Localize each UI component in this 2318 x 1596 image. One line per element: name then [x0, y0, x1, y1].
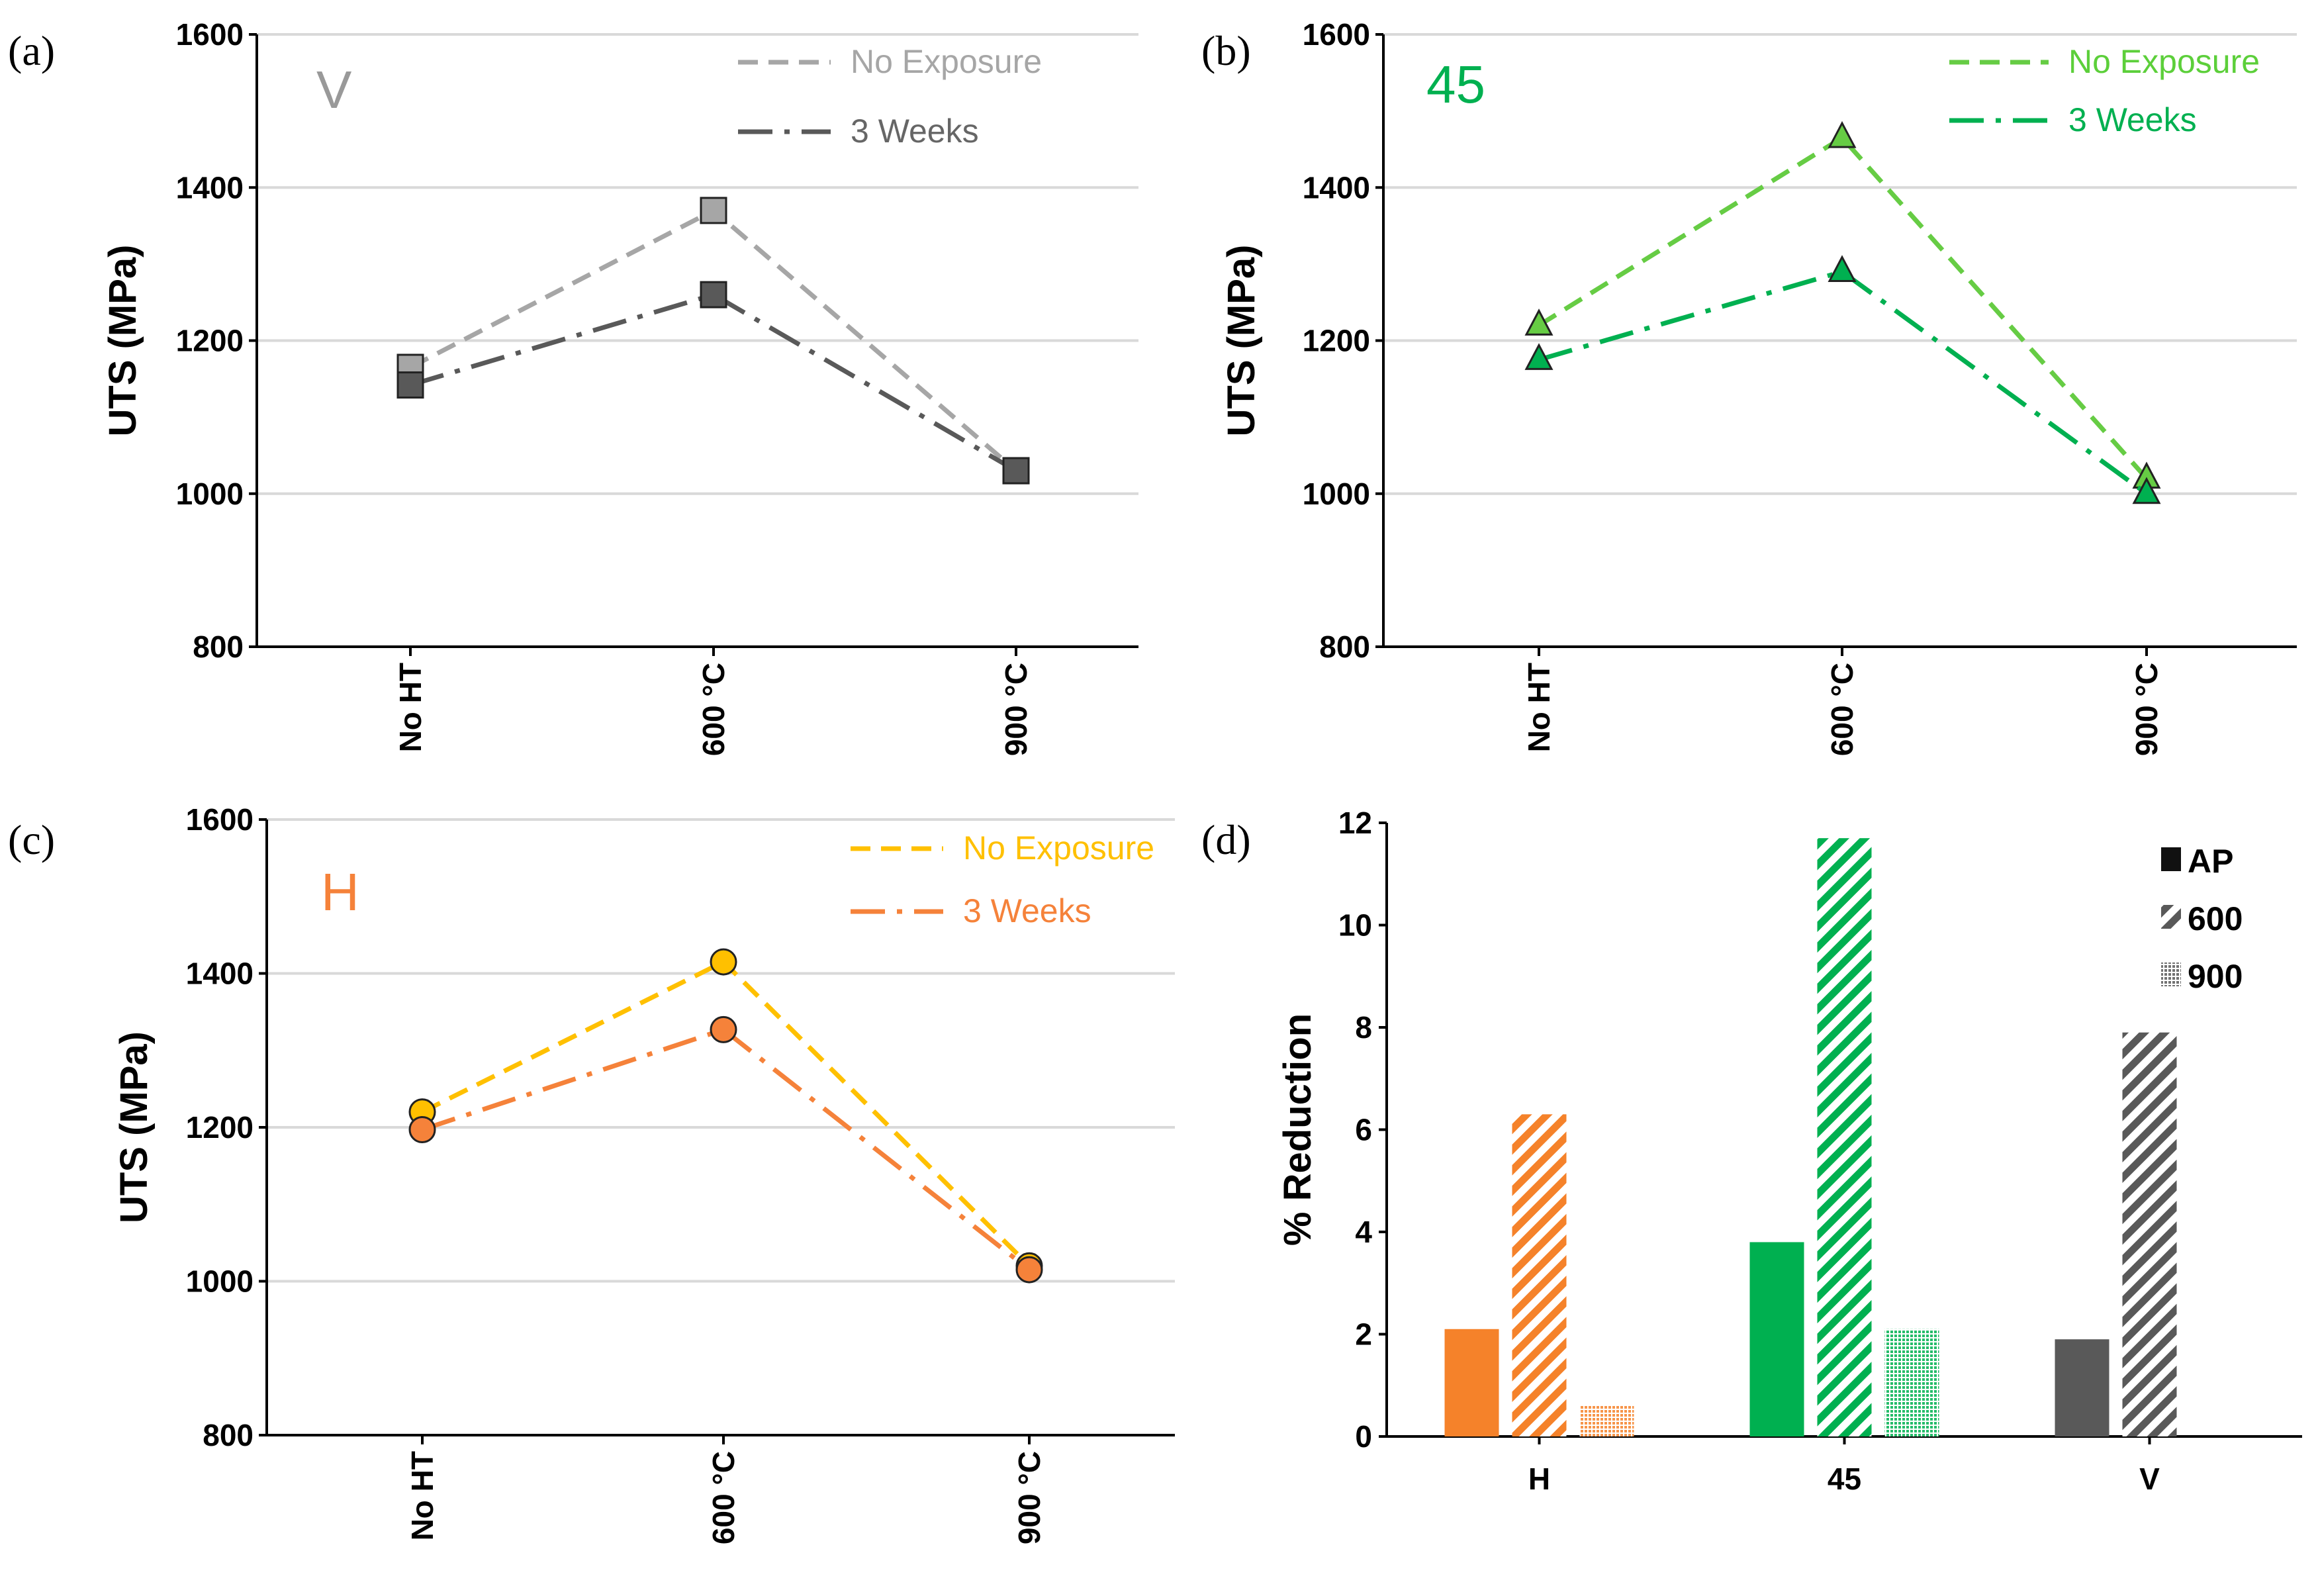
legend: AP 600 900 — [2161, 843, 2243, 995]
x-tick-label: 900 °C — [2129, 663, 2164, 756]
y-tick-label: 1400 — [176, 170, 244, 205]
chart-panel-c: 800 1000 1200 1400 1600 No HT 600 °C 900 °C UTS … — [8, 802, 1175, 1544]
y-tick-label: 10 — [1338, 908, 1372, 943]
legend-label: 600 — [2188, 900, 2243, 937]
series-line — [1538, 269, 2149, 496]
data-point — [1828, 255, 1857, 282]
y-tick-label: 8 — [1355, 1010, 1372, 1045]
legend-label: 3 Weeks — [851, 113, 979, 150]
y-axis-title: % Reduction — [1276, 1013, 1319, 1246]
y-tick-label: 1000 — [176, 477, 244, 511]
chart-panel-a: 800 1000 1200 1400 1600 No HT 600 °C 900 °C UTS … — [8, 17, 1138, 756]
legend-label: 3 Weeks — [963, 892, 1091, 929]
y-tick-label: 2 — [1355, 1317, 1372, 1352]
data-point — [408, 1115, 436, 1143]
data-point — [710, 1015, 737, 1043]
x-tick-label: 600 °C — [1825, 663, 1859, 756]
series-tag: H — [321, 863, 359, 921]
x-tick-label: 600 °C — [696, 663, 731, 756]
x-tick-label: No HT — [1522, 663, 1556, 752]
data-point — [1524, 343, 1553, 370]
y-tick-label: 4 — [1355, 1215, 1372, 1249]
x-tick-label: No HT — [405, 1451, 440, 1540]
y-axis-title: UTS (MPa) — [101, 245, 144, 437]
panel-label: (a) — [8, 27, 55, 74]
data-point — [710, 948, 737, 976]
bar-600 — [1512, 1114, 1567, 1436]
bar-600 — [1817, 838, 1872, 1436]
panel-label: (b) — [1201, 27, 1251, 74]
y-tick-label: 1600 — [176, 17, 244, 52]
series-1 — [396, 281, 1030, 485]
bar-900 — [1884, 1329, 1939, 1436]
y-tick-label: 1200 — [1303, 324, 1370, 358]
y-tick-label: 1200 — [176, 324, 244, 358]
bar-AP — [1444, 1329, 1499, 1436]
gridlines — [257, 33, 1138, 495]
y-tick-label: 1000 — [186, 1264, 254, 1299]
legend-label: AP — [2188, 843, 2233, 880]
y-axis-title: UTS (MPa) — [1220, 245, 1263, 437]
data-point — [700, 197, 727, 224]
data-point — [1015, 1256, 1043, 1284]
y-tick-label: 800 — [1319, 630, 1370, 664]
y-tick-label: 1000 — [1303, 477, 1370, 511]
y-tick-label: 6 — [1355, 1113, 1372, 1147]
legend-label: 900 — [2188, 958, 2243, 995]
y-tick-label: 12 — [1338, 806, 1372, 840]
y-tick-label: 1600 — [186, 802, 254, 837]
legend-label: No Exposure — [851, 43, 1042, 80]
data-point — [1524, 308, 1553, 336]
y-tick-label: 1200 — [186, 1110, 254, 1145]
bar-AP — [2055, 1339, 2109, 1436]
series-0 — [408, 948, 1043, 1280]
legend-swatch — [2161, 847, 2181, 871]
series-line — [421, 959, 1031, 1268]
series-1 — [1524, 255, 2161, 504]
y-tick-label: 800 — [203, 1418, 254, 1452]
legend: No Exposure 3 Weeks — [1949, 43, 2260, 138]
series-0 — [1524, 120, 2161, 489]
y-tick-label: 0 — [1355, 1419, 1372, 1454]
bar-AP — [1749, 1242, 1804, 1436]
series-tag: V — [316, 60, 352, 119]
data-point — [2132, 477, 2161, 504]
panel-label: (d) — [1201, 816, 1251, 863]
legend-label: No Exposure — [963, 829, 1154, 867]
x-tick-label: 45 — [1828, 1462, 1861, 1496]
legend-swatch — [2161, 962, 2181, 986]
data-point — [1002, 457, 1030, 485]
series-tag: 45 — [1426, 55, 1485, 114]
bar-600 — [2122, 1032, 2177, 1436]
data-point — [1828, 120, 1857, 148]
legend-label: 3 Weeks — [2068, 101, 2197, 138]
gridlines — [267, 818, 1175, 1283]
legend: No Exposure 3 Weeks — [851, 829, 1154, 929]
x-tick-label: V — [2139, 1462, 2160, 1496]
x-tick-label: 900 °C — [1012, 1451, 1046, 1544]
chart-panel-d: 0 2 4 6 8 10 12 % Reduction H 45 V AP 600 900 (d) — [1201, 806, 2302, 1496]
x-tick-label: 600 °C — [706, 1451, 741, 1544]
chart-panel-b: 800 1000 1200 1400 1600 No HT 600 °C 900 °C UTS … — [1201, 17, 2297, 756]
legend-swatch — [2161, 905, 2181, 929]
y-tick-label: 1600 — [1303, 17, 1370, 52]
legend-label: No Exposure — [2068, 43, 2260, 80]
y-axis-title: UTS (MPa) — [113, 1031, 156, 1223]
x-tick-label: No HT — [393, 663, 428, 752]
legend: No Exposure 3 Weeks — [738, 43, 1042, 150]
series-1 — [408, 1015, 1043, 1284]
series-line — [421, 1027, 1031, 1272]
data-point — [700, 281, 727, 308]
x-tick-label: 900 °C — [999, 663, 1033, 756]
bar-900 — [1579, 1405, 1634, 1436]
y-tick-label: 800 — [193, 630, 244, 664]
data-point — [396, 371, 424, 399]
x-tick-label: H — [1528, 1462, 1550, 1496]
y-tick-label: 1400 — [186, 957, 254, 991]
panel-label: (c) — [8, 816, 55, 863]
y-tick-label: 1400 — [1303, 170, 1370, 205]
